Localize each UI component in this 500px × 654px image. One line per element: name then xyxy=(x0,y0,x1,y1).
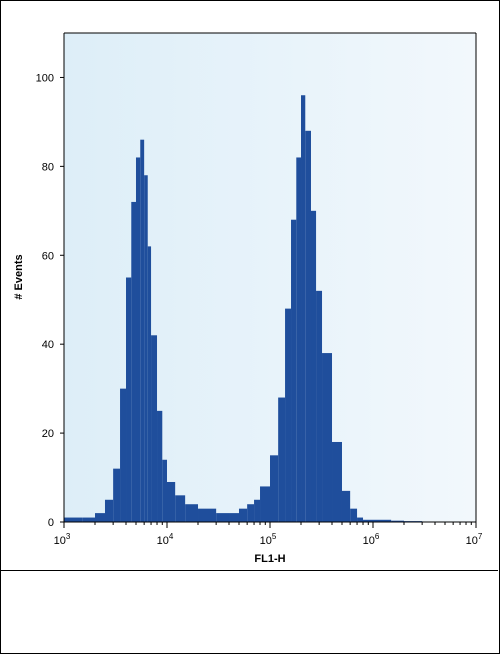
histogram-bar xyxy=(316,290,323,522)
x-tick-label: 106 xyxy=(363,532,380,547)
histogram-bar xyxy=(238,508,248,522)
x-tick-label: 104 xyxy=(157,532,174,547)
histogram-bar xyxy=(322,353,333,522)
histogram-bar xyxy=(285,308,292,522)
histogram-bar xyxy=(305,130,311,523)
histogram-bar xyxy=(373,519,392,522)
histogram-bar xyxy=(104,499,114,522)
y-tick-label: 80 xyxy=(42,161,54,173)
histogram-bar xyxy=(301,95,306,523)
histogram-bar xyxy=(140,139,145,522)
histogram-bar xyxy=(254,499,261,522)
x-tick-label: 107 xyxy=(466,532,483,547)
histogram-bar xyxy=(175,495,186,522)
histogram-bar xyxy=(260,486,270,522)
histogram-bar xyxy=(296,157,301,522)
histogram-bar xyxy=(120,388,127,522)
histogram-bar xyxy=(229,513,239,522)
y-axis-ticks: 0 20 40 60 80 100 xyxy=(36,72,64,529)
histogram-bar xyxy=(162,459,167,522)
y-tick-label: 20 xyxy=(42,428,54,440)
histogram-bar xyxy=(185,504,199,522)
histogram-bar xyxy=(247,504,255,522)
histogram-bar xyxy=(278,397,286,522)
histogram-bar xyxy=(157,410,163,522)
histogram-bar xyxy=(391,520,405,522)
histogram-bar xyxy=(216,513,230,522)
histogram-bar xyxy=(167,481,176,522)
histogram-bar xyxy=(151,335,158,522)
caption-divider xyxy=(0,570,498,571)
histogram-bar xyxy=(82,517,96,522)
y-axis-title: # Events xyxy=(13,254,25,299)
histogram-bar xyxy=(64,517,83,522)
x-axis-ticks: 103 104 105 106 107 xyxy=(54,522,483,547)
histogram-bar xyxy=(147,246,152,522)
histogram-bar xyxy=(363,519,373,522)
y-tick-label: 0 xyxy=(48,517,54,529)
y-tick-label: 100 xyxy=(36,72,54,84)
histogram-bar xyxy=(291,219,297,522)
x-tick-label: 103 xyxy=(54,532,71,547)
histogram-bar xyxy=(332,441,342,522)
histogram-bar xyxy=(341,490,351,522)
x-axis-title: FL1-H xyxy=(254,553,285,565)
histogram-bar xyxy=(113,468,121,522)
histogram-bar xyxy=(95,513,105,522)
histogram-bar xyxy=(131,201,136,522)
histogram-bar xyxy=(198,508,217,522)
y-tick-label: 40 xyxy=(42,339,54,351)
histogram-bar xyxy=(144,175,148,522)
histogram-bar xyxy=(357,517,364,522)
x-tick-label: 105 xyxy=(260,532,277,547)
histogram-bar xyxy=(135,157,141,522)
y-tick-label: 60 xyxy=(42,250,54,262)
histogram-bar xyxy=(350,508,358,522)
histogram-bar xyxy=(126,277,132,522)
histogram-bars xyxy=(64,95,423,523)
histogram-bar xyxy=(310,210,317,522)
histogram-bar xyxy=(270,455,279,522)
